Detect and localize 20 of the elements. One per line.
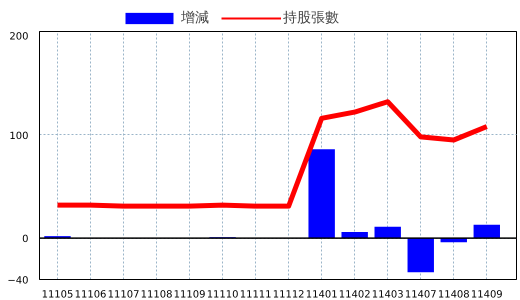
x-tick-label: 11407 bbox=[404, 290, 437, 300]
x-tick-label: 11110 bbox=[206, 290, 239, 300]
x-tick-label: 11105 bbox=[42, 290, 74, 300]
x-tick-label: 11109 bbox=[174, 290, 206, 300]
x-tick-label: 11403 bbox=[372, 290, 404, 300]
x-tick-label: 11111 bbox=[240, 290, 272, 300]
x-tick-label: 11108 bbox=[140, 290, 172, 300]
x-tick-label: 11112 bbox=[272, 290, 305, 300]
x-tick-label: 11106 bbox=[74, 290, 106, 300]
y-tick-label: 100 bbox=[9, 130, 29, 142]
x-tick-label: 11401 bbox=[306, 290, 338, 300]
x-tick-label: 11402 bbox=[338, 290, 371, 300]
legend-label: 持股張數 bbox=[283, 9, 339, 27]
legend-label: 增減 bbox=[181, 9, 209, 27]
x-tick-label: 11107 bbox=[108, 290, 140, 300]
y-tick-label: 200 bbox=[9, 32, 29, 42]
x-tick-label: 11408 bbox=[438, 290, 470, 300]
y-tick-label: −40 bbox=[7, 276, 29, 286]
x-tick-label: 11409 bbox=[470, 290, 503, 300]
y-tick-label: 0 bbox=[22, 234, 29, 246]
